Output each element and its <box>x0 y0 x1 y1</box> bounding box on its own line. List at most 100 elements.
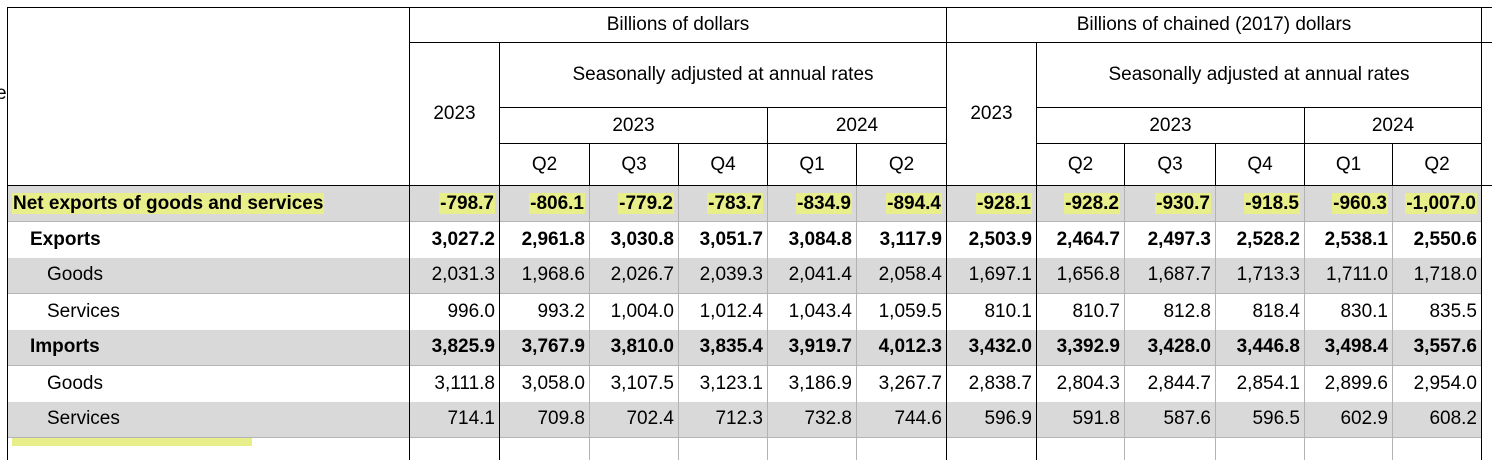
value-cell: 1,713.3 <box>1216 258 1305 294</box>
value-cell: 1,059.5 <box>857 294 947 330</box>
value-cell: 2,464.7 <box>1037 222 1125 258</box>
value-cell: 4,012.3 <box>857 330 947 366</box>
value-cell: 1,711.0 <box>1305 258 1393 294</box>
value-cell: -894.4 <box>886 193 942 214</box>
value-cell: -834.9 <box>796 193 852 214</box>
value-cell: 3,498.4 <box>1305 330 1393 366</box>
annual-2023-header: 2023 <box>410 43 500 186</box>
value-cell: 3,027.2 <box>410 222 500 258</box>
value-cell: 714.1 <box>410 402 500 438</box>
value-cell: -930.7 <box>1155 193 1211 214</box>
value-cell: 3,030.8 <box>590 222 679 258</box>
value-cell: 2,503.9 <box>947 222 1037 258</box>
row-label: Services <box>8 294 410 330</box>
seasonal-header-current: Seasonally adjusted at annual rates <box>500 43 947 108</box>
quarter-header: Q2 <box>1037 144 1125 186</box>
row-label: Goods <box>8 258 410 294</box>
value-cell: 732.8 <box>768 402 857 438</box>
value-cell: 3,111.8 <box>410 366 500 402</box>
value-cell: 2,538.1 <box>1305 222 1393 258</box>
value-cell: 3,825.9 <box>410 330 500 366</box>
value-cell: -928.1 <box>976 193 1032 214</box>
value-cell: 810.1 <box>947 294 1037 330</box>
value-cell: 1,968.6 <box>500 258 590 294</box>
table-row-imports: Imports 3,825.9 3,767.9 3,810.0 3,835.4 … <box>8 330 1492 366</box>
value-cell: 608.2 <box>1393 402 1482 438</box>
value-cell: 587.6 <box>1125 402 1216 438</box>
value-cell: 3,107.5 <box>590 366 679 402</box>
table-row-exports: Exports 3,027.2 2,961.8 3,030.8 3,051.7 … <box>8 222 1492 258</box>
value-cell: 812.8 <box>1125 294 1216 330</box>
value-cell: -798.7 <box>439 193 495 214</box>
value-cell: 2,854.1 <box>1216 366 1305 402</box>
value-cell: 3,123.1 <box>679 366 768 402</box>
value-cell: 3,767.9 <box>500 330 590 366</box>
value-cell: 2,058.4 <box>857 258 947 294</box>
value-cell: -783.7 <box>707 193 763 214</box>
value-cell: 1,043.4 <box>768 294 857 330</box>
value-cell: 2,039.3 <box>679 258 768 294</box>
value-cell: 3,267.7 <box>857 366 947 402</box>
quarter-header: Q2 <box>1393 144 1482 186</box>
quarter-header: Q3 <box>1125 144 1216 186</box>
value-cell: -928.2 <box>1064 193 1120 214</box>
value-cell: 596.9 <box>947 402 1037 438</box>
value-cell: 835.5 <box>1393 294 1482 330</box>
value-cell: 2,497.3 <box>1125 222 1216 258</box>
truncated-label-fragment: e <box>0 82 7 106</box>
quarter-header: Q4 <box>1216 144 1305 186</box>
value-cell: 3,051.7 <box>679 222 768 258</box>
quarter-header: Q1 <box>768 144 857 186</box>
quarter-header: Q1 <box>1305 144 1393 186</box>
value-cell: -960.3 <box>1332 193 1388 214</box>
value-cell: 3,432.0 <box>947 330 1037 366</box>
value-cell: 3,117.9 <box>857 222 947 258</box>
value-cell: 591.8 <box>1037 402 1125 438</box>
value-cell: 1,687.7 <box>1125 258 1216 294</box>
value-cell: 996.0 <box>410 294 500 330</box>
value-cell: 596.5 <box>1216 402 1305 438</box>
quarter-header: Q3 <box>590 144 679 186</box>
year-2024-header: 2024 <box>768 108 947 144</box>
year-2024-chained-header: 2024 <box>1305 108 1482 144</box>
value-cell: 744.6 <box>857 402 947 438</box>
value-cell: 3,084.8 <box>768 222 857 258</box>
value-cell: -806.1 <box>529 193 585 214</box>
table-row-cut-off <box>8 438 1492 460</box>
value-cell: 810.7 <box>1037 294 1125 330</box>
value-cell: 3,446.8 <box>1216 330 1305 366</box>
table-row-exports-services: Services 996.0 993.2 1,004.0 1,012.4 1,0… <box>8 294 1492 330</box>
value-cell: 2,528.2 <box>1216 222 1305 258</box>
value-cell: 3,058.0 <box>500 366 590 402</box>
value-cell: 3,835.4 <box>679 330 768 366</box>
value-cell: 2,026.7 <box>590 258 679 294</box>
value-cell: 702.4 <box>590 402 679 438</box>
seasonal-header-chained: Seasonally adjusted at annual rates <box>1037 43 1482 108</box>
table-row-net-exports: Net exports of goods and services -798.7… <box>8 186 1492 222</box>
value-cell: 818.4 <box>1216 294 1305 330</box>
value-cell: 2,550.6 <box>1393 222 1482 258</box>
value-cell: 2,838.7 <box>947 366 1037 402</box>
group-header-current-dollars: Billions of dollars <box>410 8 947 43</box>
year-2023-chained-header: 2023 <box>1037 108 1305 144</box>
row-label: Goods <box>8 366 410 402</box>
value-cell: 993.2 <box>500 294 590 330</box>
row-label: Net exports of goods and services <box>12 193 324 214</box>
table-row-imports-services: Services 714.1 709.8 702.4 712.3 732.8 7… <box>8 402 1492 438</box>
year-2023-header: 2023 <box>500 108 768 144</box>
value-cell: 1,697.1 <box>947 258 1037 294</box>
table-row-imports-goods: Goods 3,111.8 3,058.0 3,107.5 3,123.1 3,… <box>8 366 1492 402</box>
value-cell: -1,007.0 <box>1405 193 1477 214</box>
annual-2023-chained-header: 2023 <box>947 43 1037 186</box>
value-cell: 3,186.9 <box>768 366 857 402</box>
value-cell: 3,810.0 <box>590 330 679 366</box>
value-cell: -779.2 <box>618 193 674 214</box>
net-exports-table: Billions of dollars Billions of chained … <box>7 7 1492 460</box>
row-label: Services <box>8 402 410 438</box>
quarter-header: Q2 <box>500 144 590 186</box>
value-cell: 3,428.0 <box>1125 330 1216 366</box>
value-cell: 830.1 <box>1305 294 1393 330</box>
quarter-header: Q4 <box>679 144 768 186</box>
value-cell: 2,844.7 <box>1125 366 1216 402</box>
value-cell: 2,804.3 <box>1037 366 1125 402</box>
